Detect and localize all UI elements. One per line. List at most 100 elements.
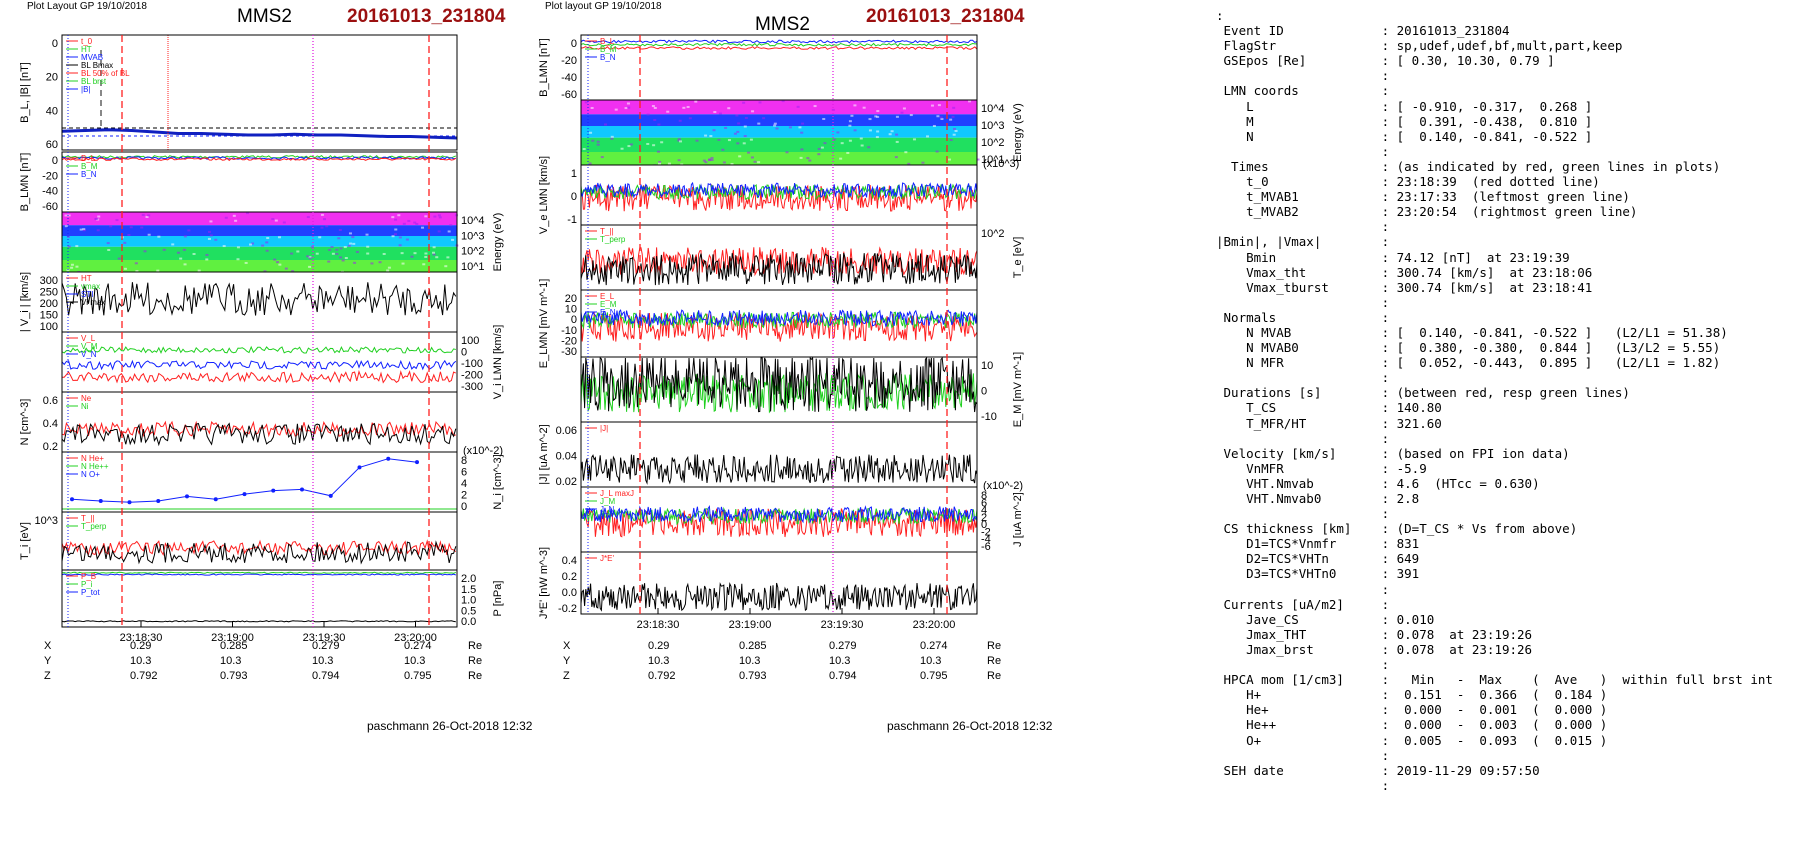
spectrogram-speckle (224, 216, 228, 219)
panel-background (62, 35, 457, 150)
spectrogram-speckle (246, 212, 250, 215)
legend-label: J_N (600, 505, 614, 514)
spectrogram-speckle (800, 148, 804, 151)
right-coord-unit-y: Re (987, 655, 1002, 667)
y-tick-label: 0 (981, 386, 987, 398)
legend-label: P_i (81, 580, 93, 589)
o-plus-data-point (242, 492, 247, 497)
spectrogram-speckle (394, 218, 398, 221)
spectrogram-speckle (435, 256, 439, 259)
y-tick-label: 0 (52, 155, 58, 167)
spectrogram-speckle (657, 123, 661, 126)
spectrogram-speckle (405, 238, 409, 241)
spectrogram-speckle (894, 156, 898, 159)
spectrogram-speckle (171, 243, 175, 246)
y-tick-label: -300 (461, 381, 483, 393)
left-coord-y-3: 10.3 (404, 655, 426, 667)
spectrogram-speckle (278, 263, 282, 266)
spectrogram-speckle (222, 245, 226, 248)
spectrogram-speckle (762, 117, 766, 120)
left-coord-label-y: Y (44, 655, 52, 667)
y-tick-label: 10^3 (34, 515, 58, 527)
y-tick-label: 6 (461, 467, 467, 479)
spectrogram-speckle (415, 222, 419, 225)
spectrogram-speckle (677, 139, 681, 142)
legend-label: J_L maxJ (600, 489, 634, 498)
spectrogram-speckle (658, 160, 662, 163)
right-coord-z-0: 0.792 (648, 670, 676, 682)
legend-label: J*E' (600, 554, 614, 563)
spectrogram-speckle (209, 234, 213, 237)
event-info-panel: : Event ID : 20161013_231804 FlagStr : s… (1216, 8, 1796, 793)
spectrogram-speckle (808, 159, 812, 162)
spectrogram-speckle (584, 101, 588, 104)
panel-background (62, 452, 457, 512)
left-coord-z-3: 0.795 (404, 670, 432, 682)
spectrogram-speckle (366, 252, 370, 255)
spectrogram-speckle (82, 228, 86, 231)
spectrogram-speckle (115, 219, 119, 222)
info-line: t_MVAB1 : 23:17:33 (leftmost green line) (1216, 189, 1630, 205)
spectrogram-speckle (437, 214, 441, 217)
time-tick-label: 23:20:00 (913, 619, 956, 631)
spectrogram-speckle (831, 108, 835, 111)
spectrogram-speckle (400, 252, 404, 255)
spectrogram-speckle (179, 257, 183, 260)
right-coord-z-2: 0.794 (829, 670, 857, 682)
spectrogram-speckle (750, 156, 754, 159)
spectrogram-speckle (935, 150, 939, 153)
right-coord-z-3: 0.795 (920, 670, 948, 682)
y-tick-label: -2 (981, 526, 991, 538)
legend-label: B_L (81, 154, 96, 163)
right-coord-unit-z: Re (987, 670, 1002, 682)
time-tick-label: 23:19:00 (729, 619, 772, 631)
spectrogram-speckle (310, 246, 314, 249)
y-tick-label: 0.02 (556, 476, 577, 488)
spectrogram-speckle (801, 122, 805, 125)
right-coord-y-1: 10.3 (739, 655, 761, 667)
spectrogram-band (62, 260, 457, 272)
spectrogram-speckle (433, 215, 437, 218)
o-plus-data-point (156, 499, 161, 504)
info-line: D3=TCS*VHTn0 : 391 (1216, 566, 1420, 582)
spectrogram-speckle (265, 241, 269, 244)
y-axis-label: V_i LMN [km/s] (492, 325, 504, 400)
right-coord-x-1: 0.285 (739, 640, 767, 652)
spectrogram-speckle (848, 124, 852, 127)
spectrogram-speckle (338, 229, 342, 232)
spectrogram-speckle (796, 105, 800, 108)
spectrogram-speckle (236, 258, 240, 261)
y-tick-label: 0.2 (43, 441, 58, 453)
spectrogram-band (581, 152, 977, 165)
legend-label: E_M (600, 300, 617, 309)
left-panel-8: 10^3T_i [eV] T_||T_perp (19, 511, 458, 571)
info-line: GSEpos [Re] : [ 0.30, 10.30, 0.79 ] (1216, 53, 1555, 69)
y-tick-label: 1.0 (461, 595, 476, 607)
spectrogram-speckle (781, 100, 785, 103)
spectrogram-speckle (432, 246, 436, 249)
series-line (61, 422, 457, 447)
spectrogram-speckle (75, 245, 79, 248)
spectrogram-speckle (308, 256, 312, 259)
panel-background (62, 570, 457, 627)
info-line: H+ : 0.151 - 0.366 ( 0.184 ) (1216, 687, 1608, 703)
info-line: t_MVAB2 : 23:20:54 (rightmost green line… (1216, 204, 1638, 220)
spectrogram-speckle (909, 114, 913, 117)
spectrogram-speckle (610, 135, 614, 138)
spectrogram-speckle (710, 156, 714, 159)
info-line: Vmax_tburst : 300.74 [km/s] at 23:18:41 (1216, 279, 1593, 295)
spectrogram-speckle (335, 252, 339, 255)
spectrogram-speckle (704, 134, 708, 137)
y-tick-label: 0 (981, 519, 987, 531)
spectrogram-speckle (902, 107, 906, 110)
spectrogram-speckle (753, 160, 757, 163)
spectrogram-speckle (398, 236, 402, 239)
info-line: : (1216, 506, 1390, 522)
legend-label: P_tot (81, 588, 100, 597)
spectrogram-speckle (97, 215, 101, 218)
spectrogram-speckle (266, 237, 270, 240)
spectrogram-speckle (351, 236, 355, 239)
y-tick-label: 0.2 (562, 571, 577, 583)
spectrogram-speckle (183, 263, 187, 266)
spectrogram-speckle (401, 262, 405, 265)
